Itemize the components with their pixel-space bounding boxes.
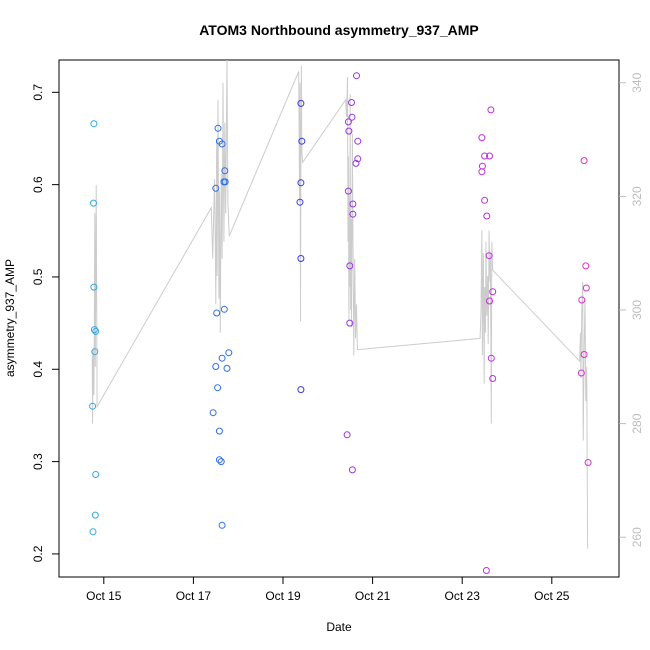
x-tick-label-1: Oct 17 [176,589,212,603]
scatter-point-2 [90,283,98,291]
right-y-axis: 260 280 300 320 340 [619,72,644,547]
scatter-point-12 [218,140,226,148]
scatter-point-65 [582,262,590,270]
scatter-point-34 [297,386,305,394]
scatter-point-21 [212,363,220,370]
scatter-point-13 [221,167,229,175]
x-tick-label-2: Oct 19 [265,589,301,603]
y2-tick-label-2: 300 [630,300,644,320]
y-tick-label-3: 0.5 [31,268,45,285]
scatter-points-group [89,72,592,574]
scatter-point-51 [478,134,486,142]
secondary-line-group [91,59,589,549]
scatter-point-37 [348,113,356,121]
scatter-point-63 [482,567,490,574]
scatter-point-25 [215,427,223,435]
y-tick-label-0: 0.2 [31,545,45,562]
scatter-point-24 [209,409,217,417]
scatter-point-68 [580,351,588,358]
scatter-point-1 [90,199,97,207]
y-tick-label-1: 0.3 [31,453,45,470]
scatter-point-30 [298,137,306,145]
scatter-point-6 [89,402,97,410]
scatter-point-49 [348,466,356,474]
scatter-point-16 [212,184,220,192]
chart-title: ATOM3 Northbound asymmetry_937_AMP [199,22,479,38]
scatter-point-66 [582,284,590,292]
scatter-point-31 [297,179,305,187]
scatter-point-15 [221,178,229,186]
scatter-point-50 [487,106,495,114]
y-axis-label: asymmetry_937_AMP [3,259,17,377]
scatter-point-22 [223,364,231,372]
scatter-point-59 [489,288,497,296]
scatter-point-35 [353,72,360,80]
scatter-point-8 [91,511,99,519]
scatter-point-40 [354,137,362,145]
y-axis: 0.2 0.3 0.4 0.5 0.6 0.7 [31,84,59,562]
scatter-point-33 [297,255,305,262]
scatter-point-70 [584,459,592,466]
scatter-point-20 [218,354,226,362]
y-tick-label-5: 0.7 [31,84,45,101]
x-axis: Oct 15 Oct 17 Oct 19 Oct 21 Oct 23 Oct 25 [86,577,570,603]
scatter-point-7 [92,471,100,478]
scatter-point-23 [214,384,222,392]
secondary-series-line [91,59,589,549]
scatter-point-48 [343,431,351,439]
y2-tick-label-3: 320 [630,186,644,206]
scatter-point-42 [352,159,360,167]
x-axis-label: Date [326,620,352,634]
scatter-point-19 [225,349,233,357]
scatter-point-9 [89,528,97,536]
scatter-point-5 [91,348,99,356]
scatter-point-41 [354,155,362,163]
scatter-point-36 [348,99,355,106]
scatter-point-43 [344,187,352,195]
scatter-point-62 [489,375,497,382]
scatter-point-17 [220,305,228,313]
x-tick-label-0: Oct 15 [86,589,122,603]
scatter-point-55 [478,168,486,176]
scatter-point-38 [344,118,352,126]
scatter-point-64 [580,157,588,165]
scatter-point-39 [345,127,353,135]
y2-tick-label-1: 280 [630,413,644,433]
y2-tick-label-0: 260 [630,527,644,547]
scatter-point-57 [483,212,491,220]
scatter-point-29 [297,99,305,107]
scatter-point-3 [90,326,98,334]
scatter-point-44 [349,200,357,208]
x-tick-label-4: Oct 23 [445,589,481,603]
scatter-point-60 [486,297,493,305]
scatter-point-10 [214,124,222,132]
y2-tick-label-4: 340 [630,72,644,92]
scatter-point-4 [92,327,100,335]
scatter-point-46 [346,262,354,270]
x-tick-label-3: Oct 21 [355,589,391,603]
scatter-point-26 [215,456,223,464]
scatter-point-32 [296,198,304,206]
scatter-point-67 [578,296,586,304]
scatter-point-53 [486,152,493,160]
scatter-point-52 [481,152,489,160]
plot-frame [58,59,620,578]
scatter-point-27 [217,458,225,466]
scatter-point-69 [577,369,585,377]
scatter-point-0 [90,120,98,128]
scatter-point-47 [346,319,354,327]
scatter-point-56 [481,196,489,204]
x-tick-label-5: Oct 25 [534,589,570,603]
scatter-point-28 [218,521,226,529]
scatter-point-18 [213,309,221,317]
scatter-point-58 [485,252,493,260]
scatter-point-45 [349,210,357,218]
y-tick-label-2: 0.4 [31,361,45,378]
scatter-point-61 [487,354,495,362]
y-tick-label-4: 0.6 [31,176,45,193]
